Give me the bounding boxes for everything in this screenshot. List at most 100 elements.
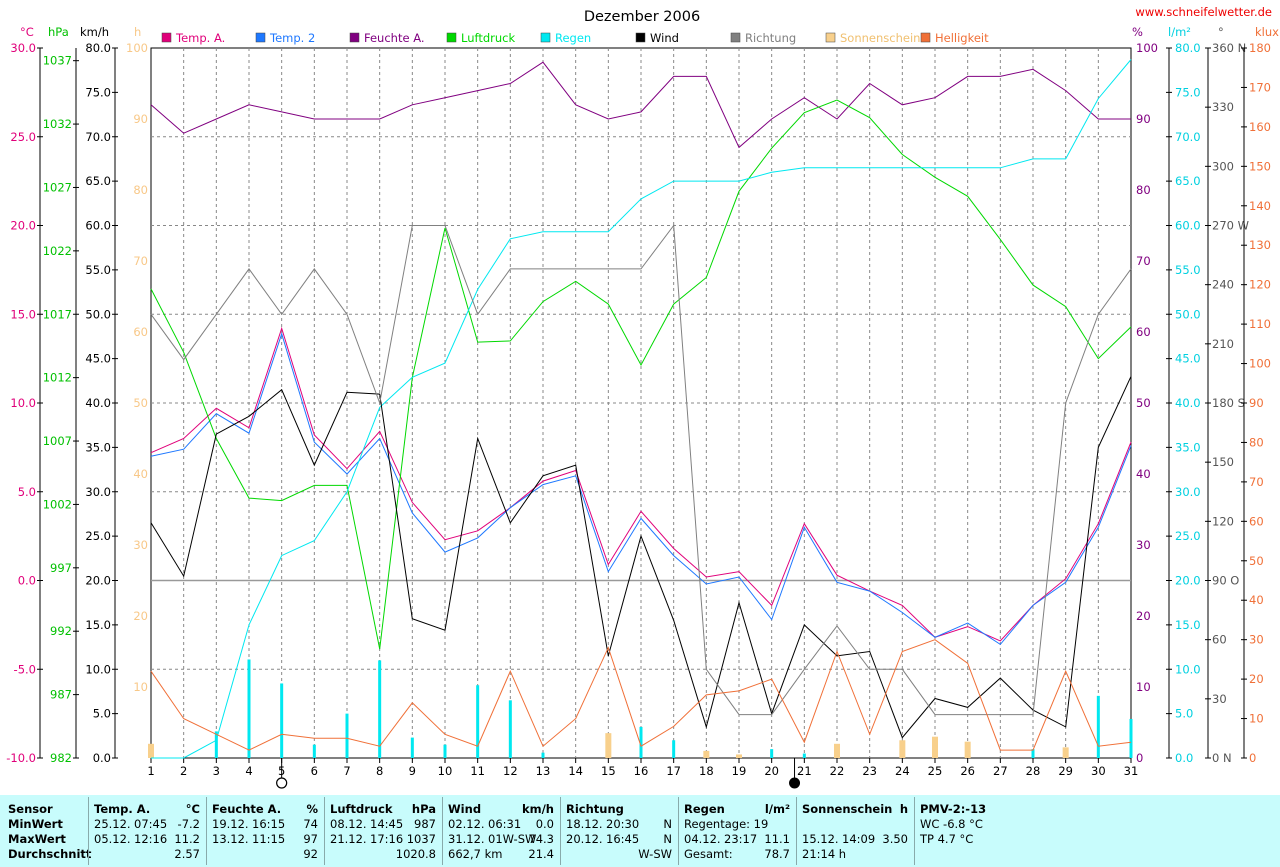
stats-press-avg-value: 1020.8 <box>395 847 436 861</box>
brightness-axis-tick-label: 60 <box>1249 514 1264 528</box>
direction-axis-tick-label: 0 N <box>1212 751 1232 765</box>
temp-axis-tick-label: -5.0 <box>14 662 36 676</box>
humidity-tick-label: 40 <box>1136 467 1151 481</box>
direction-axis-tick-label: 120 <box>1212 514 1234 528</box>
sunshine-bar <box>834 743 840 758</box>
rain-bar <box>1031 749 1035 758</box>
rain-bar <box>476 685 480 758</box>
brightness-axis-unit: klux <box>1255 25 1279 39</box>
brightness-axis-tick-label: 20 <box>1249 672 1264 686</box>
stats-press-header: Luftdruck <box>330 802 393 816</box>
stats-hum-header: Feuchte A. <box>212 802 282 816</box>
stats-hum-max-date: 13.12. <box>212 832 249 846</box>
brightness-axis-tick-label: 130 <box>1249 238 1271 252</box>
stats-min-label: MinWert <box>8 817 63 831</box>
sun-axis-label: 90 <box>133 112 148 126</box>
wind-axis-tick-label: 50.0 <box>85 307 111 321</box>
stats-humidity-column: Feuchte A.% 19.12. 16:15 74 13.12. 11:15 97 … <box>206 795 324 867</box>
x-tick-label: 16 <box>634 764 649 778</box>
x-tick-label: 10 <box>438 764 453 778</box>
x-tick-label: 3 <box>213 764 220 778</box>
rain-axis-tick-label: 30.0 <box>1175 485 1201 499</box>
x-tick-label: 4 <box>245 764 252 778</box>
x-tick-label: 6 <box>311 764 318 778</box>
rain-bar <box>1129 718 1133 758</box>
pressure-axis-tick-label: 997 <box>50 561 72 575</box>
stats-rain-total-value: 78.7 <box>764 847 790 861</box>
x-tick-label: 28 <box>1026 764 1041 778</box>
stats-hum-max-time: 11:15 <box>252 832 286 846</box>
pressure-axis-tick-label: 992 <box>50 624 72 638</box>
legend-swatch-4 <box>540 32 551 43</box>
legend-label-6: Richtung <box>745 31 796 45</box>
brightness-axis-tick-label: 140 <box>1249 199 1271 213</box>
rain-axis-tick-label: 40.0 <box>1175 396 1201 410</box>
stats-dir-min-time: 20:30 <box>606 817 640 831</box>
stats-press-max-date: 21.12. <box>330 832 367 846</box>
stats-press-unit: hPa <box>411 802 436 816</box>
stats-sun-max-value: 3.50 <box>882 832 908 846</box>
x-tick-label: 26 <box>960 764 975 778</box>
sun-axis-label: 80 <box>133 183 148 197</box>
pressure-axis-tick-label: 1007 <box>43 434 72 448</box>
pressure-axis-tick-label: 1037 <box>43 54 72 68</box>
wind-axis-tick-label: 70.0 <box>85 130 111 144</box>
brightness-axis-tick-label: 80 <box>1249 435 1264 449</box>
temp-axis-tick-label: 25.0 <box>10 130 36 144</box>
rain-axis-tick-label: 50.0 <box>1175 307 1201 321</box>
wind-axis-tick-label: 15.0 <box>85 618 111 632</box>
stats-dir-min-date: 18.12. <box>566 817 603 831</box>
sunshine-bar <box>932 736 938 758</box>
stats-wind-min-time: 06:31 <box>488 817 522 831</box>
stats-wind-max-time: 01W-SW <box>488 832 537 846</box>
rain-axis-tick-label: 5.0 <box>1175 707 1193 721</box>
x-tick-label: 20 <box>764 764 779 778</box>
brightness-axis-tick-label: 90 <box>1249 396 1264 410</box>
stats-press-max-value: 1037 <box>406 832 436 846</box>
series-line-temp-2 <box>150 332 1132 646</box>
stats-sun-max-date: 15.12. <box>802 832 839 846</box>
sunshine-bar <box>964 741 971 758</box>
series-line-wind <box>150 376 1132 739</box>
x-tick-label: 25 <box>928 764 943 778</box>
x-tick-label: 1 <box>147 764 154 778</box>
rain-axis-tick-label: 70.0 <box>1175 130 1201 144</box>
stats-press-min-date: 08.12. <box>330 817 367 831</box>
rain-bar <box>770 749 774 758</box>
sunshine-bar <box>605 733 612 758</box>
sunshine-bar <box>1062 747 1069 758</box>
stats-pressure-column: Luftdruck hPa 08.12. 14:45 987 21.12. 17:16 1… <box>324 795 442 867</box>
series-line-luftdruck <box>150 99 1132 650</box>
pressure-axis-tick-label: 1027 <box>43 180 72 194</box>
stats-hum-avg-value: 92 <box>303 847 318 861</box>
brightness-axis-tick-label: 50 <box>1249 554 1264 568</box>
legend-swatch-6 <box>730 32 741 43</box>
legend-swatch-3 <box>446 32 457 43</box>
rain-bar <box>639 726 643 758</box>
stats-dir-max-time: 16:45 <box>606 832 640 846</box>
rain-axis-tick-label: 20.0 <box>1175 574 1201 588</box>
humidity-tick-label: 0 <box>1136 751 1143 765</box>
temp-axis-tick-label: 30.0 <box>10 41 36 55</box>
rain-axis-tick-label: 25.0 <box>1175 529 1201 543</box>
wind-axis-tick-label: 60.0 <box>85 219 111 233</box>
stats-sun-header: Sonnenschein <box>802 802 893 816</box>
rain-bar <box>345 713 349 758</box>
rain-axis-tick-label: 35.0 <box>1175 440 1201 454</box>
rain-bar <box>672 740 676 758</box>
stats-hum-unit: % <box>306 802 318 816</box>
sun-axis-unit: h <box>134 25 141 39</box>
legend-label-4: Regen <box>555 31 591 45</box>
wind-axis-tick-label: 10.0 <box>85 662 111 676</box>
x-tick-label: 23 <box>862 764 877 778</box>
legend-swatch-5 <box>635 32 646 43</box>
rain-axis-tick-label: 15.0 <box>1175 618 1201 632</box>
rain-axis-tick-label: 65.0 <box>1175 174 1201 188</box>
rain-axis-tick-label: 45.0 <box>1175 352 1201 366</box>
stats-rain-days: Regentage: 19 <box>684 817 769 831</box>
pressure-axis-tick-label: 1012 <box>43 371 72 385</box>
rain-bar <box>802 753 806 758</box>
legend-swatch-7 <box>825 32 836 43</box>
rain-bar <box>247 659 251 758</box>
direction-axis-tick-label: 270 W <box>1212 219 1249 233</box>
